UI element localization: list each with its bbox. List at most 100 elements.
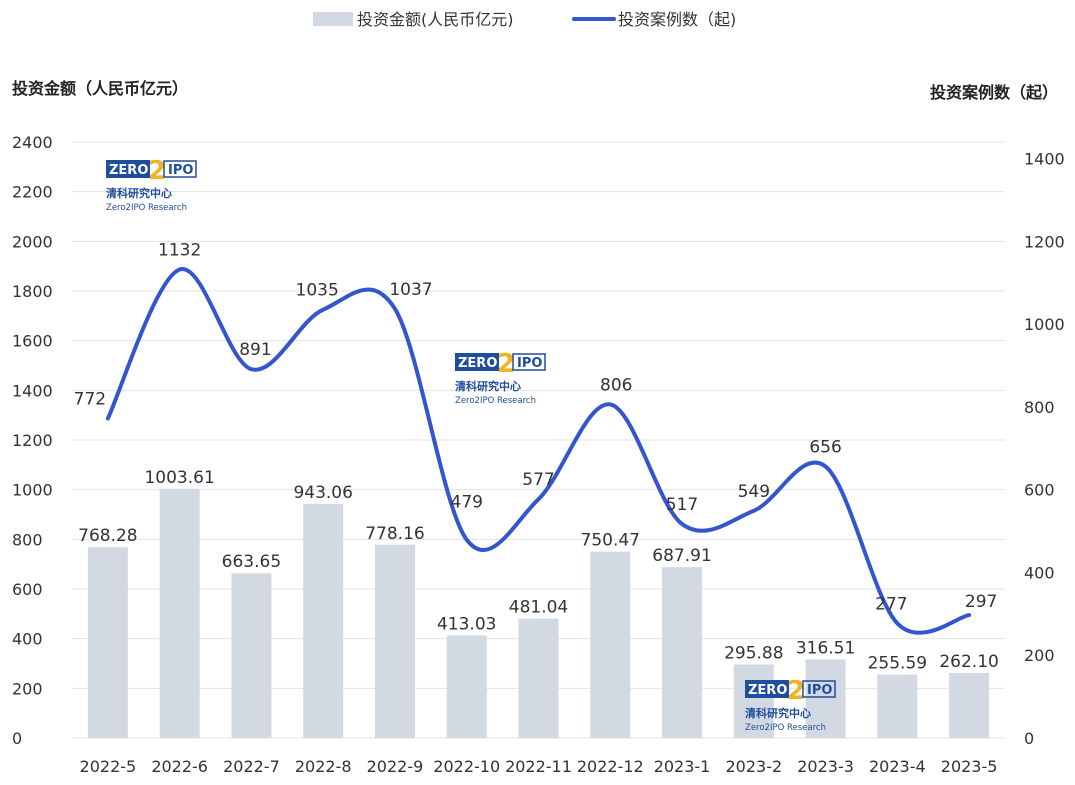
bar-data-label: 481.04 — [509, 598, 568, 618]
x-tick-label: 2023-5 — [941, 757, 998, 776]
left-tick-label: 600 — [12, 580, 43, 599]
logo-ipo-box — [802, 680, 836, 698]
left-tick-label: 1600 — [12, 332, 53, 351]
x-tick-label: 2022-6 — [151, 757, 208, 776]
bar — [662, 567, 703, 738]
logo-digit: 2 — [148, 156, 166, 186]
left-tick-label: 1400 — [12, 381, 53, 400]
x-tick-label: 2022-7 — [223, 757, 280, 776]
logo-box — [455, 353, 499, 371]
bar-series — [87, 488, 990, 738]
line-data-label: 297 — [965, 592, 997, 612]
bar — [877, 674, 918, 738]
right-tick-label: 1200 — [1024, 232, 1065, 251]
x-tick-label: 2023-1 — [654, 757, 711, 776]
logo-ipo-text: IPO — [807, 683, 832, 698]
left-tick-label: 200 — [12, 679, 43, 698]
right-tick-label: 600 — [1024, 481, 1055, 500]
legend-bar-label: 投资金额(人民币亿元) — [357, 10, 514, 29]
line-data-label: 772 — [74, 389, 106, 409]
bar — [446, 635, 487, 738]
bar — [303, 503, 344, 738]
line-data-label: 479 — [451, 493, 483, 513]
bar-data-label: 413.03 — [437, 614, 496, 634]
right-axis: 0 200 400 600 800 1000 1200 1400 — [1024, 150, 1065, 748]
logo-ipo-box — [512, 353, 546, 371]
gridlines — [72, 141, 1005, 739]
logo-digit: 2 — [497, 349, 515, 379]
logo-box-text: ZERO — [458, 356, 497, 371]
x-tick-label: 2022-10 — [433, 757, 500, 776]
bar-labels: 768.28 1003.61 663.65 943.06 778.16 413.03 481… — [78, 468, 999, 674]
line-series-path — [105, 267, 972, 635]
x-axis: 2022-5 2022-6 2022-7 2022-8 2022-9 2022-10 202… — [80, 757, 998, 776]
bar — [231, 573, 272, 738]
line-data-label: 656 — [809, 437, 841, 457]
left-tick-label: 1200 — [12, 431, 53, 450]
bar — [518, 618, 559, 738]
zero2ipo-logo: ZERO 2 IPO 清科研究中心 Zero2IPO Research — [745, 676, 836, 733]
zero2ipo-logo: ZERO 2 IPO 清科研究中心 Zero2IPO Research — [455, 349, 546, 406]
legend-line-label: 投资案例数（起) — [618, 10, 736, 29]
bar — [590, 551, 631, 738]
left-axis-title: 投资金额（人民币亿元） — [12, 79, 188, 98]
bar-data-label: 262.10 — [939, 652, 998, 672]
bar — [374, 544, 415, 738]
x-tick-label: 2022-11 — [505, 757, 572, 776]
legend-bar-swatch — [313, 12, 353, 26]
left-tick-label: 2400 — [12, 133, 53, 152]
bar — [159, 488, 200, 738]
bar-data-label: 316.51 — [796, 638, 855, 658]
logo-box — [745, 680, 789, 698]
bar-data-label: 943.06 — [293, 483, 352, 503]
x-tick-label: 2023-3 — [797, 757, 854, 776]
left-tick-label: 1800 — [12, 282, 53, 301]
right-tick-label: 800 — [1024, 398, 1055, 417]
x-tick-label: 2022-12 — [577, 757, 644, 776]
line-data-label: 891 — [239, 340, 271, 360]
logo-box-text: ZERO — [748, 683, 787, 698]
line-data-label: 1035 — [296, 281, 339, 301]
line-data-label: 1037 — [389, 280, 432, 300]
x-tick-label: 2022-9 — [367, 757, 424, 776]
bar-data-label: 768.28 — [78, 526, 137, 546]
line-data-label: 517 — [666, 495, 698, 515]
left-axis: 0 200 400 600 800 1000 1200 1400 1600 1800 2000 220… — [12, 133, 53, 748]
right-tick-label: 1400 — [1024, 150, 1065, 169]
right-tick-label: 200 — [1024, 646, 1055, 665]
bar — [805, 659, 846, 738]
logo-cn-text: 清科研究中心 — [106, 186, 172, 200]
left-tick-label: 2000 — [12, 232, 53, 251]
bar-data-label: 778.16 — [365, 524, 424, 544]
right-axis-title: 投资案例数（起） — [930, 83, 1058, 102]
x-tick-label: 2022-8 — [295, 757, 352, 776]
line-data-label: 277 — [875, 594, 907, 614]
right-tick-label: 1000 — [1024, 315, 1065, 334]
bar-data-label: 750.47 — [581, 531, 640, 551]
logo-en-text: Zero2IPO Research — [745, 723, 826, 733]
logo-digit: 2 — [787, 676, 805, 706]
bar-data-label: 255.59 — [868, 654, 927, 674]
logo-ipo-text: IPO — [517, 356, 542, 371]
bar-data-label: 663.65 — [222, 552, 281, 572]
logo-cn-text: 清科研究中心 — [455, 379, 521, 393]
left-tick-label: 400 — [12, 630, 43, 649]
logo-en-text: Zero2IPO Research — [455, 396, 536, 406]
bar-data-label: 1003.61 — [144, 468, 214, 488]
right-tick-label: 0 — [1024, 729, 1034, 748]
left-tick-label: 1000 — [12, 481, 53, 500]
logo-ipo-box — [163, 160, 197, 178]
logo-cn-text: 清科研究中心 — [745, 706, 811, 720]
bar — [949, 672, 990, 738]
logo-ipo-text: IPO — [168, 163, 193, 178]
x-tick-label: 2023-2 — [725, 757, 782, 776]
bar-data-label: 687.91 — [652, 546, 711, 566]
line-data-label: 577 — [522, 470, 554, 490]
zero2ipo-logo: ZERO 2 IPO 清科研究中心 Zero2IPO Research — [106, 156, 197, 213]
line-data-label: 549 — [738, 482, 770, 502]
bar — [87, 547, 128, 738]
bar-data-label: 295.88 — [724, 644, 783, 664]
line-data-label: 806 — [600, 375, 632, 395]
